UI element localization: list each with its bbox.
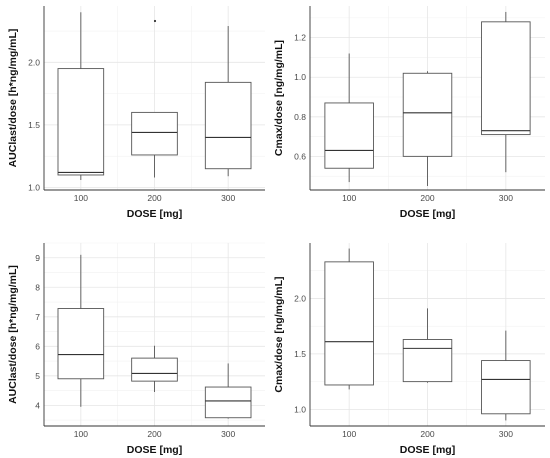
box-300: [204, 26, 252, 177]
y-tick-label: 8: [35, 282, 40, 292]
x-tick-label: 100: [342, 193, 356, 203]
y-tick-label: 1.2: [294, 33, 306, 43]
y-tick-label: 1.0: [28, 182, 40, 192]
x-axis-title: DOSE [mg]: [127, 208, 182, 220]
iqr-box: [324, 261, 374, 386]
y-tick-label: 1.0: [294, 72, 306, 82]
iqr-box: [204, 386, 252, 419]
box-200: [131, 19, 178, 178]
box-100: [57, 12, 105, 180]
box-100: [324, 248, 374, 390]
x-tick-label: 200: [420, 429, 434, 439]
iqr-box: [324, 102, 374, 169]
x-tick-label: 100: [342, 429, 356, 439]
y-tick-label: 2.0: [28, 57, 40, 67]
box-300: [481, 330, 531, 421]
x-tick-label: 300: [221, 193, 235, 203]
x-tick-label: 300: [221, 429, 235, 439]
x-tick-label: 100: [74, 429, 88, 439]
y-tick-label: 9: [35, 253, 40, 263]
y-axis-title: AUClast/dose [h*ng/mg/mL]: [7, 29, 19, 168]
iqr-box: [402, 339, 453, 383]
x-tick-label: 300: [499, 429, 513, 439]
panel-4: 1.0 1.5 2.0 100 200 300 DOSE [mg] Cmax/dose [ng…: [273, 243, 545, 456]
x-tick-label: 100: [74, 193, 88, 203]
panel-3: 4 5 6 7 8 9 100 200 300 DOSE [mg] AUClast/dose [h*…: [7, 242, 265, 456]
y-tick-label: 0.8: [294, 112, 306, 122]
outlier-point: [153, 19, 157, 23]
y-tick-label: 7: [35, 312, 40, 322]
x-tick-label: 200: [147, 193, 161, 203]
x-axis-title: DOSE [mg]: [127, 444, 182, 456]
box-200: [402, 71, 453, 187]
x-axis-title: DOSE [mg]: [400, 208, 455, 220]
y-axis-title: AUClast/dose [h*ng/mg/mL]: [7, 265, 19, 404]
y-tick-label: 1.0: [294, 404, 306, 414]
y-axis-title: Cmax/dose [ng/mg/mL]: [273, 40, 285, 156]
box-100: [57, 254, 105, 407]
iqr-box: [57, 68, 105, 176]
y-tick-label: 2.0: [294, 293, 306, 303]
box-300: [481, 11, 531, 173]
y-tick-label: 1.5: [294, 349, 306, 359]
y-tick-label: 6: [35, 341, 40, 351]
x-tick-label: 300: [499, 193, 513, 203]
iqr-box: [481, 360, 531, 415]
iqr-box: [204, 81, 252, 170]
y-axis-title: Cmax/dose [ng/mg/mL]: [273, 276, 285, 392]
iqr-box: [131, 111, 178, 156]
y-tick-label: 0.6: [294, 151, 306, 161]
iqr-box: [131, 357, 178, 382]
y-tick-label: 4: [35, 400, 40, 410]
panel-2: 0.6 0.8 1.0 1.2 100 200 300 DOSE [mg] Cmax/dose …: [273, 6, 545, 220]
y-tick-label: 1.5: [28, 120, 40, 130]
y-tick-label: 5: [35, 371, 40, 381]
iqr-box: [402, 72, 453, 157]
x-tick-label: 200: [147, 429, 161, 439]
box-300: [204, 363, 252, 419]
panel-1: 1.0 1.5 2.0 100 200 300 DOSE [mg] AUClast/dose …: [7, 6, 265, 220]
x-tick-label: 200: [420, 193, 434, 203]
iqr-box: [57, 308, 105, 380]
x-axis-title: DOSE [mg]: [400, 444, 455, 456]
iqr-box: [481, 21, 531, 136]
box-200: [131, 345, 178, 393]
box-200: [402, 308, 453, 383]
box-100: [324, 53, 374, 183]
